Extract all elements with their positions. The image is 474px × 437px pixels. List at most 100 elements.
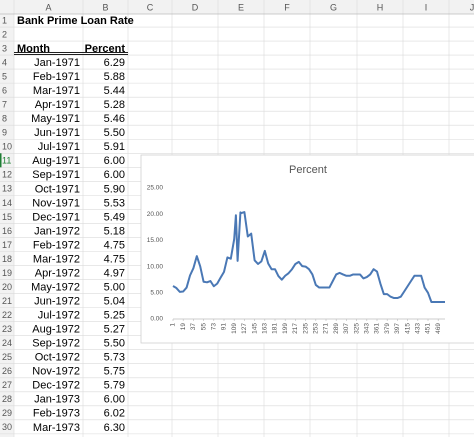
column-header: B — [102, 2, 108, 12]
x-tick-label: 343 — [364, 323, 371, 334]
month-cell: Mar-1973 — [33, 422, 80, 434]
chart-area — [140, 154, 474, 344]
row-number: 26 — [2, 366, 12, 376]
month-cell: Aug-1972 — [32, 324, 80, 336]
x-tick-label: 163 — [262, 323, 269, 334]
percent-cell: 4.75 — [104, 253, 125, 265]
month-cell: May-1972 — [31, 281, 80, 293]
x-tick-label: 73 — [211, 323, 218, 331]
percent-cell: 5.73 — [104, 352, 125, 364]
month-cell: Feb-1973 — [33, 408, 80, 420]
percent-cell: 5.75 — [104, 366, 125, 378]
row-header-bar — [0, 0, 14, 437]
percent-cell: 5.00 — [104, 281, 125, 293]
percent-cell: 5.04 — [104, 296, 125, 308]
x-tick-label: 55 — [200, 323, 207, 331]
month-cell: Jul-1971 — [38, 141, 80, 153]
header-cell: Month — [17, 43, 50, 55]
row-number: 13 — [2, 184, 12, 194]
row-number: 30 — [2, 422, 12, 432]
row-number: 21 — [2, 296, 12, 306]
row-number: 24 — [2, 338, 12, 348]
month-cell: Jun-1972 — [34, 296, 80, 308]
row-number: 19 — [2, 268, 12, 278]
x-tick-label: 109 — [231, 323, 238, 334]
percent-cell: 6.00 — [104, 169, 125, 181]
row-number: 17 — [2, 240, 12, 250]
sheet-title: Bank Prime Loan Rate — [17, 15, 134, 27]
x-tick-label: 181 — [272, 323, 279, 334]
row-number: 10 — [2, 142, 12, 152]
column-header: H — [377, 2, 384, 12]
x-tick-label: 433 — [415, 323, 422, 334]
percent-cell: 6.00 — [104, 155, 125, 167]
chart-title: Percent — [289, 164, 327, 176]
x-tick-label: 235 — [302, 323, 309, 334]
x-tick-label: 289 — [333, 323, 340, 334]
month-cell: Dec-1971 — [32, 211, 80, 223]
month-cell: Oct-1971 — [35, 183, 80, 195]
row-number: 3 — [2, 43, 7, 53]
month-cell: Sep-1972 — [32, 338, 80, 350]
month-cell: Dec-1972 — [32, 380, 80, 392]
month-cell: Aug-1971 — [32, 155, 80, 167]
row-number: 23 — [2, 324, 12, 334]
x-tick-label: 145 — [251, 323, 258, 334]
row-number: 1 — [2, 15, 7, 25]
month-cell: Nov-1972 — [32, 366, 80, 378]
x-tick-label: 397 — [394, 323, 401, 334]
row-number: 18 — [2, 254, 12, 264]
row-number: 15 — [2, 212, 12, 222]
x-tick-label: 253 — [313, 323, 320, 334]
column-header: C — [147, 2, 154, 12]
row-number: 4 — [2, 57, 7, 67]
month-cell: Jul-1972 — [38, 310, 80, 322]
row-number: 25 — [2, 352, 12, 362]
month-cell: Jan-1971 — [34, 57, 80, 69]
percent-cell: 5.50 — [104, 338, 125, 350]
month-cell: Feb-1972 — [33, 239, 80, 251]
percent-cell: 5.53 — [104, 197, 125, 209]
month-cell: Nov-1971 — [32, 197, 80, 209]
x-tick-label: 469 — [435, 323, 442, 334]
month-cell: Mar-1972 — [33, 253, 80, 265]
percent-cell: 6.30 — [104, 422, 125, 434]
column-header: E — [238, 2, 244, 12]
y-tick-label: 25.00 — [147, 185, 164, 192]
month-cell: Feb-1971 — [33, 71, 80, 83]
row-number: 22 — [2, 310, 12, 320]
row-number: 8 — [2, 114, 7, 124]
column-header: F — [284, 2, 290, 12]
row-number: 29 — [2, 408, 12, 418]
x-tick-label: 127 — [241, 323, 248, 334]
x-tick-label: 415 — [404, 323, 411, 334]
percent-cell: 5.49 — [104, 211, 125, 223]
percent-cell: 6.29 — [104, 57, 125, 69]
month-cell: Jan-1972 — [34, 225, 80, 237]
x-tick-label: 451 — [425, 323, 432, 334]
x-tick-label: 379 — [384, 323, 391, 334]
row-number: 14 — [2, 198, 12, 208]
percent-cell: 4.75 — [104, 239, 125, 251]
row-number: 12 — [2, 170, 12, 180]
y-tick-label: 20.00 — [147, 211, 164, 218]
percent-cell: 6.02 — [104, 408, 125, 420]
month-cell: Oct-1972 — [35, 352, 80, 364]
percent-cell: 5.50 — [104, 127, 125, 139]
percent-cell: 5.28 — [104, 99, 125, 111]
percent-cell: 5.18 — [104, 225, 125, 237]
percent-cell: 5.79 — [104, 380, 125, 392]
column-header: J — [470, 2, 474, 12]
x-tick-label: 37 — [190, 323, 197, 331]
month-cell: Jun-1971 — [34, 127, 80, 139]
x-tick-label: 271 — [323, 323, 330, 334]
row-number: 7 — [2, 100, 7, 110]
month-cell: Mar-1971 — [33, 85, 80, 97]
header-cell: Percent — [85, 43, 126, 55]
row-number: 9 — [2, 128, 7, 138]
x-tick-label: 19 — [180, 323, 187, 331]
x-tick-label: 307 — [343, 323, 350, 334]
x-tick-label: 199 — [282, 323, 289, 334]
